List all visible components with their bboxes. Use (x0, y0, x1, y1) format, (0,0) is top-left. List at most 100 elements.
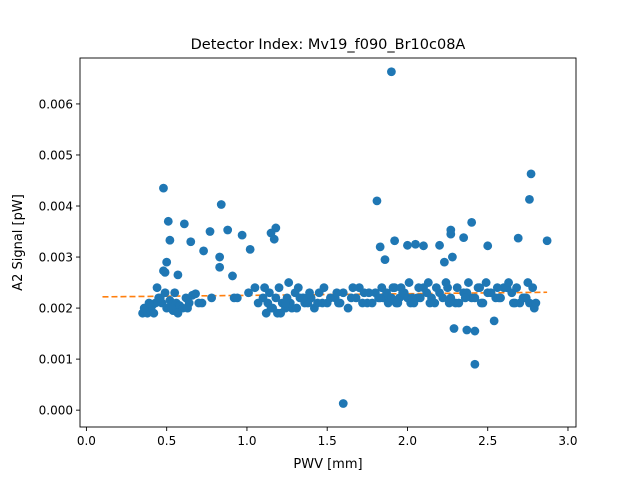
data-point (348, 283, 358, 293)
data-point (374, 293, 383, 303)
data-point (228, 271, 237, 281)
data-point (486, 288, 496, 298)
data-point (173, 270, 183, 280)
data-point (419, 241, 428, 251)
data-point (414, 283, 424, 293)
data-point (525, 194, 534, 204)
data-point (269, 234, 279, 244)
data-point (292, 303, 302, 313)
data-point (232, 293, 242, 303)
data-point (446, 229, 456, 239)
y-tick-label: 0.000 (39, 404, 73, 418)
data-point (508, 298, 518, 308)
data-point (334, 298, 343, 308)
data-point (454, 298, 464, 308)
data-point (375, 242, 385, 252)
data-point (165, 235, 175, 245)
y-tick-label: 0.004 (39, 200, 73, 214)
y-tick-label: 0.003 (39, 251, 73, 265)
x-tick-label: 2.5 (478, 434, 497, 448)
data-point (160, 288, 170, 298)
plot-area (80, 58, 576, 427)
data-point (476, 298, 486, 308)
data-point (271, 293, 281, 303)
data-point (358, 298, 367, 308)
chart-title: Detector Index: Mv19_f090_Br10c08A (191, 37, 466, 53)
data-point (149, 308, 159, 318)
data-point (191, 289, 200, 299)
y-tick-label: 0.006 (39, 97, 73, 111)
data-point (404, 278, 414, 287)
x-axis-label: PWV [mm] (293, 457, 362, 472)
data-point (449, 324, 459, 333)
data-point (194, 298, 204, 308)
data-point (144, 298, 154, 308)
x-tick-label: 1.0 (237, 434, 256, 448)
data-point (448, 252, 457, 262)
x-axis: 0.0 0.5 1.0 1.5 2.0 2.5 3.0 (77, 427, 578, 448)
data-point (431, 283, 441, 293)
data-point (403, 240, 412, 250)
data-point (407, 293, 417, 303)
data-point (481, 278, 491, 287)
data-point (173, 308, 183, 318)
data-point (281, 298, 290, 308)
data-point (470, 293, 480, 303)
plot-frame (79, 57, 577, 428)
data-point (367, 298, 377, 308)
data-point (326, 293, 335, 303)
data-point (531, 298, 541, 308)
data-point (152, 283, 162, 293)
data-point (467, 217, 477, 227)
y-axis: 0.000 0.001 0.002 0.003 0.004 0.005 0.006 (39, 97, 80, 418)
data-point (305, 288, 314, 298)
data-point (520, 293, 530, 303)
data-point (372, 196, 382, 206)
data-point (244, 288, 253, 298)
data-point (338, 288, 348, 298)
x-tick-label: 0.0 (77, 434, 96, 448)
data-point (284, 278, 294, 287)
data-point (388, 283, 398, 293)
data-point (542, 236, 552, 246)
data-point (462, 325, 472, 335)
data-point (504, 278, 513, 287)
data-point (237, 230, 247, 240)
y-axis-label: A2 Signal [pW] (11, 194, 26, 291)
data-point (441, 278, 451, 287)
data-point (351, 293, 361, 303)
data-point (473, 283, 483, 293)
data-point (216, 200, 226, 209)
data-point (377, 283, 387, 293)
data-point (167, 303, 176, 313)
data-point (492, 283, 502, 293)
data-point (183, 303, 192, 313)
data-point (179, 219, 189, 229)
data-point (207, 293, 217, 303)
x-tick-label: 3.0 (558, 434, 577, 448)
data-point (415, 293, 425, 303)
data-point (223, 225, 233, 235)
points-layer (138, 67, 552, 408)
data-point (452, 283, 462, 293)
data-point (215, 262, 225, 272)
data-point (483, 241, 493, 251)
data-point (425, 298, 435, 308)
x-tick-label: 0.5 (157, 434, 176, 448)
data-point (319, 283, 329, 293)
data-point (423, 278, 433, 287)
data-point (489, 316, 499, 326)
data-point (526, 169, 536, 179)
data-point (343, 303, 353, 313)
data-point (444, 298, 454, 308)
data-point (470, 326, 480, 336)
data-point (186, 237, 196, 247)
data-point (380, 255, 390, 264)
data-point (460, 293, 470, 303)
data-point (313, 298, 322, 308)
data-point (512, 283, 522, 293)
data-point (250, 283, 260, 293)
data-point (260, 283, 269, 293)
data-point (332, 288, 342, 298)
